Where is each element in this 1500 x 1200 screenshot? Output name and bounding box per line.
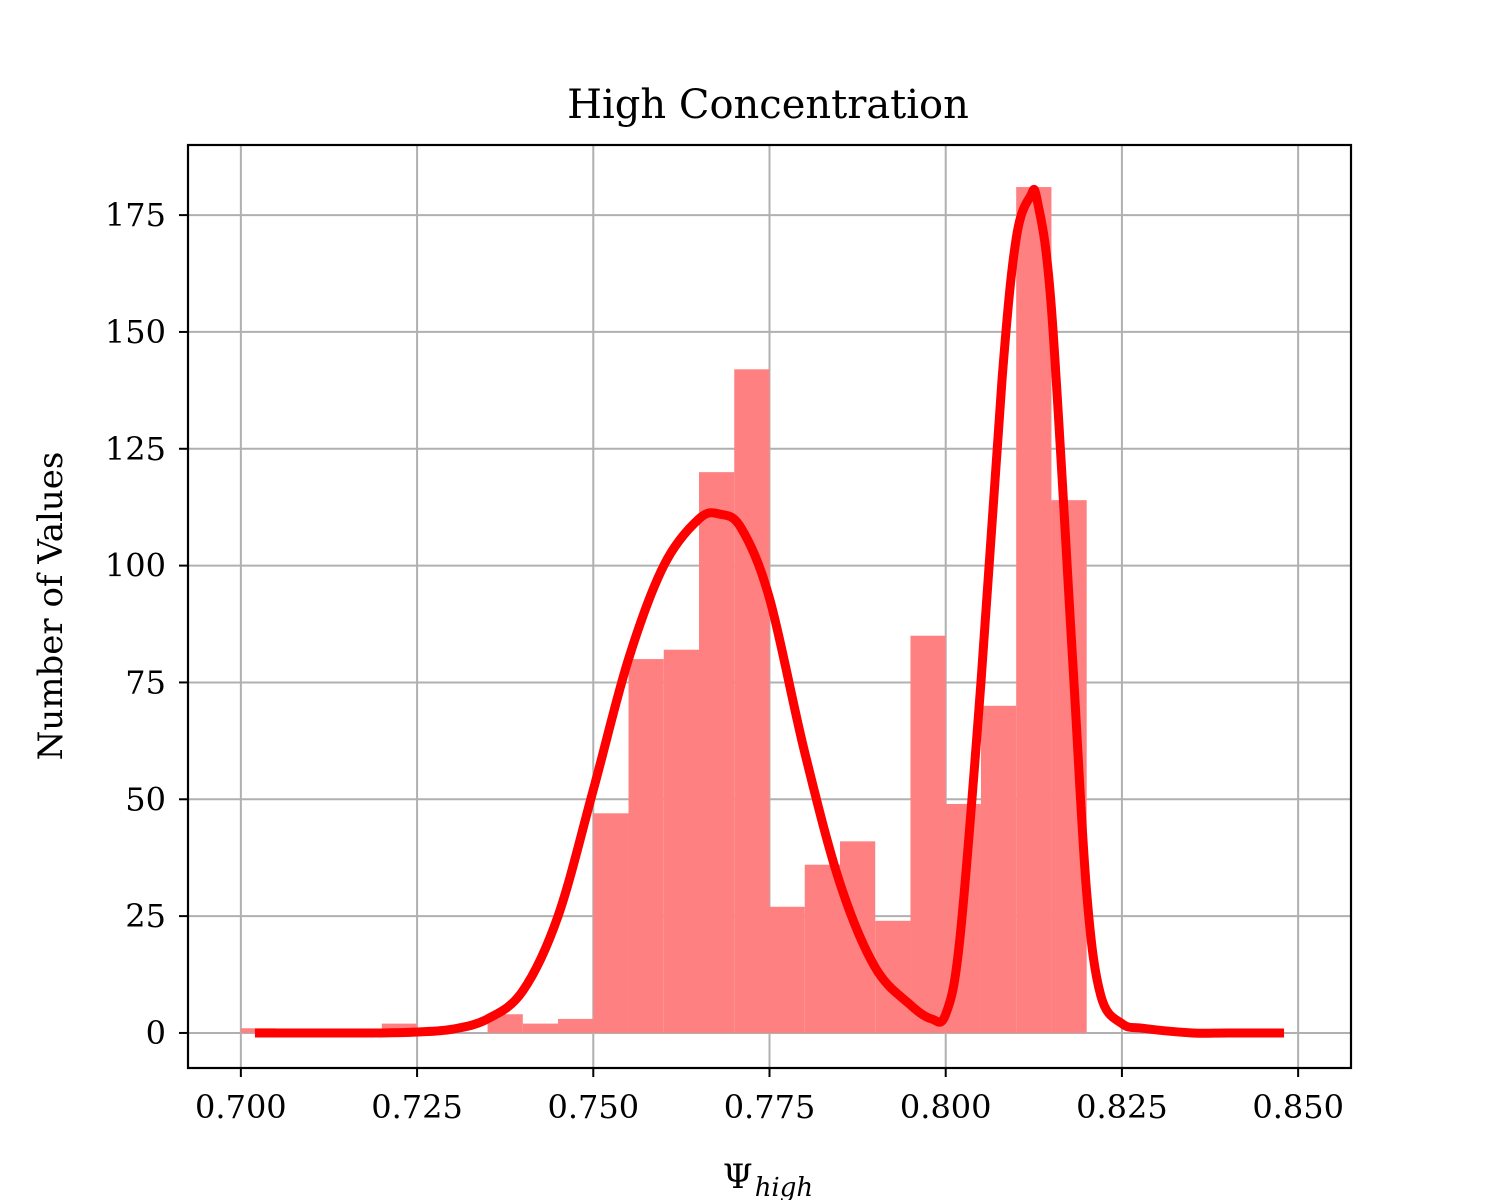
- x-tick-label: 0.775: [724, 1088, 816, 1126]
- x-axis-ticks: 0.700 0.725 0.750 0.775 0.800 0.825 0.850: [195, 1068, 1344, 1126]
- histogram-bar: [699, 472, 735, 1033]
- y-tick-label: 125: [105, 430, 166, 468]
- y-tick-label: 50: [125, 780, 166, 818]
- y-tick-label: 0: [146, 1014, 166, 1052]
- y-axis-ticks: 0 25 50 75 100 125 150 175: [105, 196, 188, 1052]
- histogram-bar: [804, 864, 840, 1033]
- x-tick-label: 0.750: [547, 1088, 639, 1126]
- histogram-bar: [769, 906, 805, 1033]
- histogram-bar: [980, 705, 1017, 1033]
- x-tick-label: 0.700: [195, 1088, 287, 1126]
- histogram-bar: [522, 1023, 559, 1033]
- histogram-bars: [240, 187, 1087, 1033]
- histogram-bar: [593, 813, 629, 1033]
- y-tick-label: 75: [125, 663, 166, 701]
- y-tick-label: 175: [105, 196, 166, 234]
- y-tick-label: 25: [125, 897, 166, 935]
- histogram-bar: [663, 649, 700, 1033]
- x-axis-label: Ψhigh: [723, 1157, 813, 1200]
- x-tick-label: 0.800: [900, 1088, 992, 1126]
- x-axis-label-subscript: high: [755, 1173, 813, 1200]
- histogram-bar: [628, 659, 664, 1033]
- y-axis-label: Number of Values: [31, 452, 71, 761]
- x-tick-label: 0.850: [1252, 1088, 1344, 1126]
- x-tick-label: 0.825: [1076, 1088, 1168, 1126]
- histogram-bar: [734, 369, 770, 1033]
- y-tick-label: 150: [105, 313, 166, 351]
- x-axis-label-symbol: Ψ: [723, 1157, 753, 1197]
- histogram-bar: [558, 1018, 594, 1033]
- density-curve-layer: [254, 184, 1285, 1038]
- y-tick-label: 100: [105, 547, 166, 585]
- density-curve: [254, 184, 1285, 1038]
- x-tick-label: 0.725: [371, 1088, 463, 1126]
- histogram-bar: [910, 635, 946, 1033]
- histogram-bar: [1016, 187, 1052, 1033]
- chart-title: High Concentration: [567, 82, 969, 128]
